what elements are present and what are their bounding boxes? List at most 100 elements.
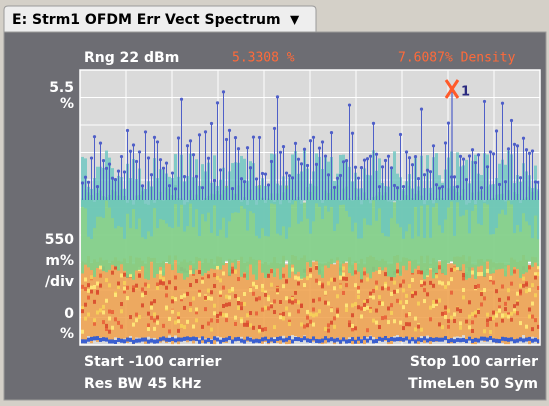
density-speck — [153, 312, 156, 316]
density-speck — [207, 322, 210, 326]
density-speck — [99, 265, 102, 269]
density-speck — [432, 284, 435, 288]
density-band — [456, 192, 459, 267]
stop-label: Stop 100 carrier — [410, 354, 538, 370]
density-band — [480, 259, 483, 339]
trace-peak — [306, 164, 309, 167]
tab-title[interactable]: E: Strm1 OFDM Err Vect Spectrum — [12, 12, 281, 28]
density-speck — [102, 305, 105, 309]
trace-peak — [429, 170, 432, 173]
trace-peak — [240, 177, 243, 180]
floor-band — [177, 337, 180, 341]
density-speck — [471, 320, 474, 324]
density-speck — [330, 321, 333, 325]
density-speck — [291, 297, 294, 301]
trace-peak — [252, 136, 255, 139]
density-band — [462, 255, 465, 335]
trace-peak — [186, 144, 189, 147]
density-speck — [354, 326, 357, 330]
density-speck — [264, 293, 267, 297]
density-speck — [309, 268, 312, 272]
y-scale-per: /div — [45, 274, 74, 290]
density-speck — [258, 296, 261, 300]
trace-peak — [387, 155, 390, 158]
floor-band — [183, 337, 186, 341]
floor-band — [255, 339, 258, 343]
tab-menu-icon[interactable]: ▼ — [290, 13, 300, 27]
density-speck — [141, 303, 144, 307]
density-speck — [306, 323, 309, 327]
density-speck — [81, 330, 84, 334]
density-speck — [513, 270, 516, 274]
density-band — [357, 264, 360, 344]
density-speck — [462, 273, 465, 277]
trace-peak — [318, 146, 321, 149]
density-speck — [327, 329, 330, 333]
floor-band — [168, 338, 171, 342]
floor-band — [84, 339, 87, 343]
floor-band — [264, 337, 267, 341]
density-speck — [162, 281, 165, 285]
density-speck — [87, 296, 90, 300]
density-speck — [186, 320, 189, 324]
density-speck — [417, 302, 420, 306]
density-speck — [348, 323, 351, 327]
density-speck — [165, 306, 168, 310]
density-speck — [402, 288, 405, 292]
density-speck — [249, 323, 252, 327]
floor-band — [381, 338, 384, 342]
density-speck — [522, 277, 525, 281]
trace-peak — [207, 157, 210, 160]
trace-peak — [456, 185, 459, 188]
trace-peak — [423, 173, 426, 176]
density-speck — [339, 276, 342, 280]
floor-band — [360, 339, 363, 343]
trace-peak — [414, 155, 417, 158]
density-speck — [144, 283, 147, 287]
floor-band — [426, 338, 429, 342]
density-band — [318, 264, 321, 344]
density-speck — [486, 313, 489, 317]
density-band — [378, 158, 381, 208]
density-speck — [84, 287, 87, 291]
density-speck — [306, 310, 309, 314]
density-speck — [483, 296, 486, 300]
density-speck — [447, 309, 450, 313]
floor-band — [459, 338, 462, 342]
trace-peak — [111, 177, 114, 180]
density-speck — [438, 298, 441, 302]
density-speck — [96, 282, 99, 286]
density-speck — [501, 319, 504, 323]
density-speck — [453, 267, 456, 271]
density-speck — [327, 281, 330, 285]
density-speck — [381, 302, 384, 306]
density-speck — [84, 277, 87, 281]
density-speck — [294, 276, 297, 280]
density-band — [240, 202, 243, 277]
density-speck — [342, 277, 345, 281]
floor-band — [474, 338, 477, 342]
floor-band — [162, 336, 165, 340]
density-speck — [225, 303, 228, 307]
density-speck — [420, 280, 423, 284]
density-speck — [528, 265, 531, 269]
density-speck — [495, 289, 498, 293]
density-speck — [264, 327, 267, 331]
floor-band — [378, 337, 381, 341]
trace-peak — [294, 142, 297, 145]
floor-band — [366, 339, 369, 343]
floor-band — [90, 337, 93, 341]
trace-peak — [378, 185, 381, 188]
trace-peak — [369, 155, 372, 158]
density-band — [168, 255, 171, 335]
trace-peak — [162, 167, 165, 170]
density-speck — [114, 293, 117, 297]
density-speck — [501, 284, 504, 288]
floor-band — [390, 337, 393, 341]
density-band — [393, 202, 396, 277]
density-speck — [402, 280, 405, 284]
density-speck — [276, 288, 279, 292]
trace-peak — [195, 175, 198, 178]
density-speck — [231, 270, 234, 274]
density-speck — [138, 315, 141, 319]
